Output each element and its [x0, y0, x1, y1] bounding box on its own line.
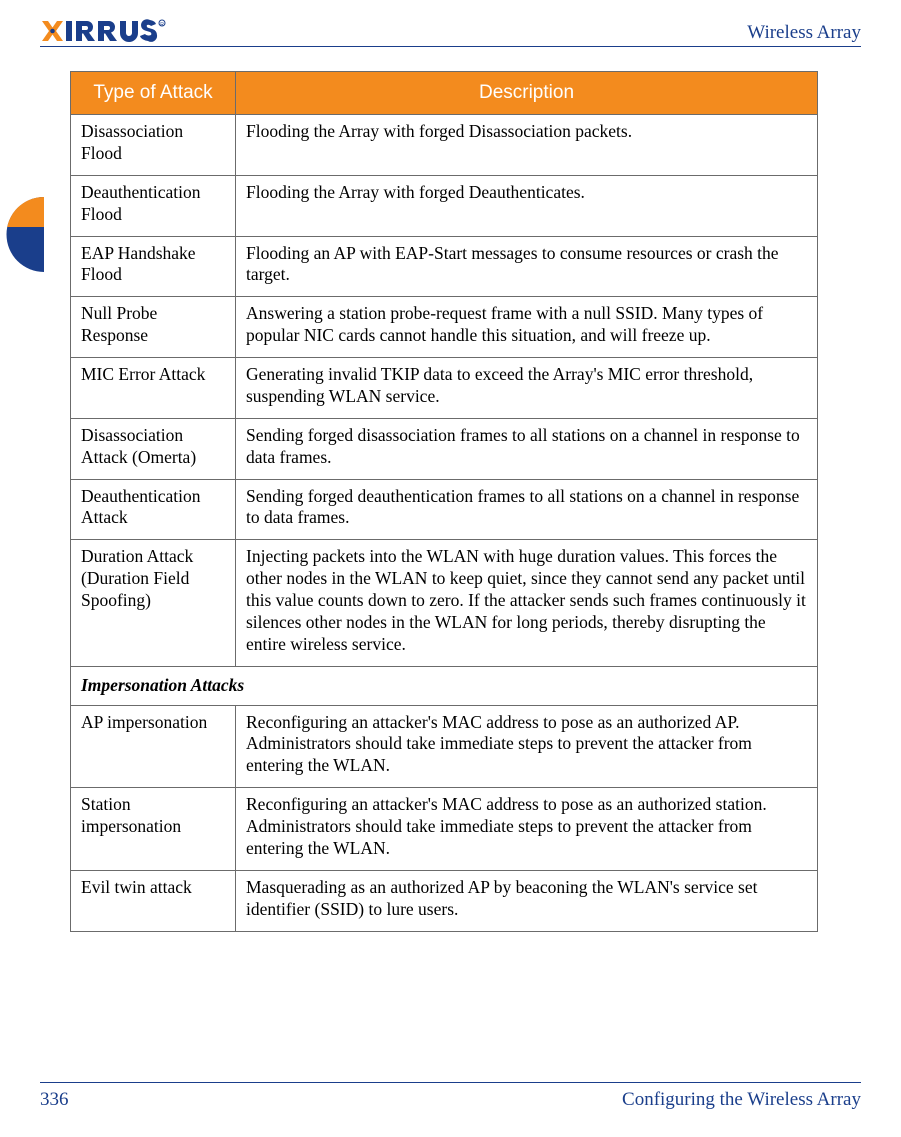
attack-description-cell: Flooding the Array with forged Disassoci…: [236, 115, 818, 176]
page-header: R Wireless Array: [40, 18, 861, 47]
table-row: AP impersonationReconfiguring an attacke…: [71, 705, 818, 788]
attack-description-cell: Generating invalid TKIP data to exceed t…: [236, 358, 818, 419]
column-header-description: Description: [236, 72, 818, 115]
attack-description-cell: Injecting packets into the WLAN with hug…: [236, 540, 818, 666]
table-row: Evil twin attackMasquerading as an autho…: [71, 870, 818, 931]
table-row: EAP Handshake FloodFlooding an AP with E…: [71, 236, 818, 297]
attack-type-cell: Disassociation Flood: [71, 115, 236, 176]
attack-types-table: Type of Attack Description Disassociatio…: [70, 71, 818, 932]
table-row: Deauthentication FloodFlooding the Array…: [71, 175, 818, 236]
attack-description-cell: Sending forged disassociation frames to …: [236, 418, 818, 479]
table-row: Deauthentication AttackSending forged de…: [71, 479, 818, 540]
table-row: Null Probe ResponseAnswering a station p…: [71, 297, 818, 358]
attack-type-cell: Deauthentication Flood: [71, 175, 236, 236]
page-footer: 336 Configuring the Wireless Array: [40, 1082, 861, 1111]
column-header-type: Type of Attack: [71, 72, 236, 115]
attack-description-cell: Reconfiguring an attacker's MAC address …: [236, 705, 818, 788]
section-header-cell: Impersonation Attacks: [71, 666, 818, 705]
table-row: Disassociation Attack (Omerta)Sending fo…: [71, 418, 818, 479]
table-row: Impersonation Attacks: [71, 666, 818, 705]
attack-type-cell: Null Probe Response: [71, 297, 236, 358]
attack-type-cell: EAP Handshake Flood: [71, 236, 236, 297]
footer-section-title: Configuring the Wireless Array: [622, 1089, 861, 1111]
attack-type-cell: Evil twin attack: [71, 870, 236, 931]
table-row: MIC Error AttackGenerating invalid TKIP …: [71, 358, 818, 419]
attack-type-cell: Duration Attack (Duration Field Spoofing…: [71, 540, 236, 666]
page-number: 336: [40, 1089, 69, 1111]
svg-text:R: R: [160, 22, 164, 28]
table-row: Station impersonationReconfiguring an at…: [71, 788, 818, 871]
attack-type-cell: MIC Error Attack: [71, 358, 236, 419]
attack-type-cell: Disassociation Attack (Omerta): [71, 418, 236, 479]
attack-description-cell: Flooding an AP with EAP-Start messages t…: [236, 236, 818, 297]
table-row: Disassociation FloodFlooding the Array w…: [71, 115, 818, 176]
page-side-tab: [0, 197, 44, 272]
attack-description-cell: Answering a station probe-request frame …: [236, 297, 818, 358]
xirrus-logo-icon: R: [40, 18, 180, 44]
product-title: Wireless Array: [747, 22, 861, 44]
attack-description-cell: Sending forged deauthentication frames t…: [236, 479, 818, 540]
brand-logo: R: [40, 18, 180, 44]
table-row: Duration Attack (Duration Field Spoofing…: [71, 540, 818, 666]
attack-type-cell: Deauthentication Attack: [71, 479, 236, 540]
attack-type-cell: Station impersonation: [71, 788, 236, 871]
attack-description-cell: Flooding the Array with forged Deauthent…: [236, 175, 818, 236]
attack-type-cell: AP impersonation: [71, 705, 236, 788]
attack-description-cell: Masquerading as an authorized AP by beac…: [236, 870, 818, 931]
attack-description-cell: Reconfiguring an attacker's MAC address …: [236, 788, 818, 871]
